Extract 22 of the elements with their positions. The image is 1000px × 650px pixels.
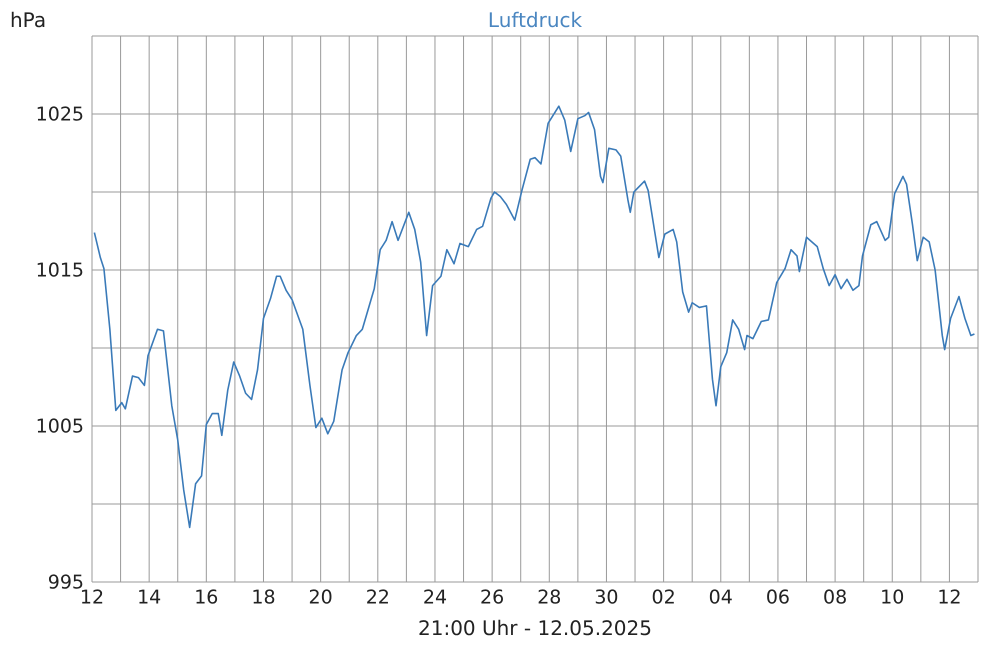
chart-title: Luftdruck — [486, 8, 584, 32]
x-tick-label: 06 — [766, 586, 790, 608]
y-tick-label: 1015 — [36, 260, 84, 282]
x-tick-label: 12 — [937, 586, 962, 608]
line-series — [94, 105, 976, 528]
x-tick-label: 26 — [480, 586, 504, 608]
x-tick-label: 24 — [422, 586, 448, 608]
x-tick-label: 30 — [594, 586, 619, 608]
x-tick-label: 20 — [308, 586, 333, 608]
y-axis-title: hPa — [10, 8, 46, 32]
x-tick-label: 22 — [366, 586, 390, 608]
x-axis-title: 21:00 Uhr - 12.05.2025 — [417, 616, 653, 640]
x-tick-label: 14 — [137, 586, 162, 608]
x-tick-label: 28 — [537, 586, 562, 608]
y-tick-label: 1025 — [36, 104, 84, 126]
y-tick-label: 1005 — [36, 416, 84, 438]
x-tick-label: 08 — [823, 586, 848, 608]
x-tick-label: 18 — [251, 586, 276, 608]
x-tick-label: 10 — [880, 586, 904, 608]
x-tick-label: 02 — [652, 586, 676, 608]
x-tick-label: 04 — [708, 586, 733, 608]
x-tick-label: 16 — [194, 586, 218, 608]
